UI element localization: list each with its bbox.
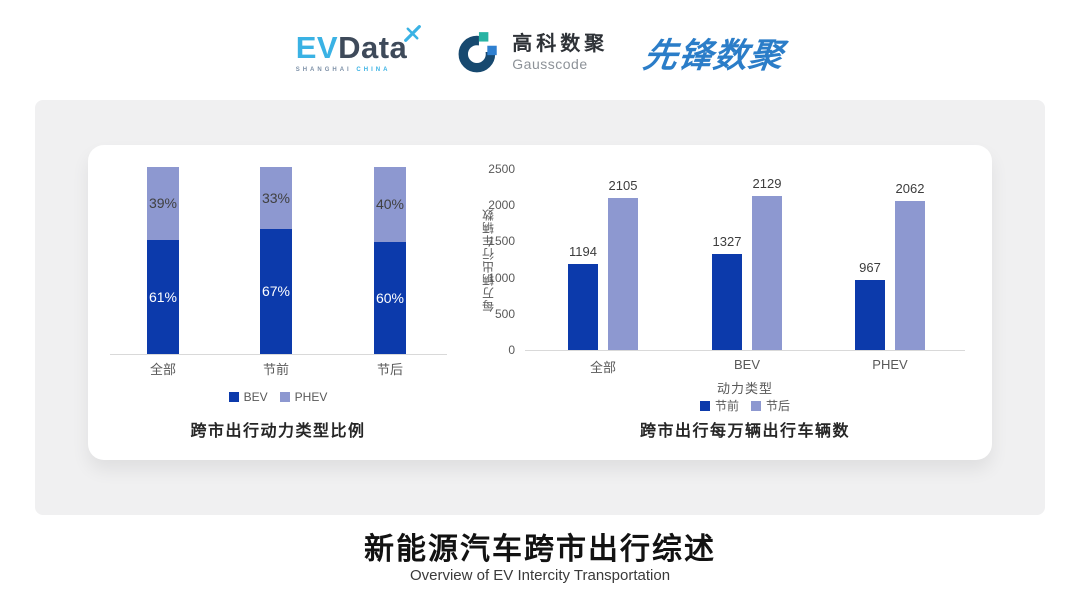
bar-value-label: 1327 — [712, 233, 742, 249]
phev-swatch — [279, 392, 290, 402]
bar-value-label: 967 — [859, 260, 881, 275]
gausscode-chinese: 高科数聚 — [512, 32, 609, 55]
gausscode-text: 高科数聚 Gausscode — [512, 33, 608, 72]
evdata-data-text: Data — [338, 29, 408, 65]
pre-holiday-swatch — [699, 400, 710, 411]
evdata-shanghai: SHANGHAI — [295, 66, 352, 73]
evdata-wordmark: EVData — [296, 32, 408, 63]
page-subtitle: Overview of EV Intercity Transportation — [409, 567, 671, 584]
x-category-labels: 全部 BEV PHEV — [525, 357, 965, 375]
bar-segment-bev: 61% — [147, 239, 179, 354]
bev-swatch — [228, 392, 239, 402]
y-tick-label: 2500 — [488, 162, 515, 176]
legend-right: 节前 节后 — [525, 397, 965, 414]
legend-left: BEV PHEV — [88, 390, 468, 404]
bar-value-label: 2129 — [752, 175, 782, 191]
bar-节前-全部 — [568, 263, 598, 350]
chart-vehicles-per-10k: 每万辆出行车辆数 0 500 1000 1500 2000 2500 1194 2105 132… — [468, 145, 992, 460]
y-tick-label: 1000 — [488, 270, 515, 285]
gray-panel: 61% 39% 67% 33% 60% 40% 全部 节前 节后 BEV PHEV 跨市出行动… — [35, 100, 1045, 515]
y-tick-label: 500 — [494, 306, 515, 321]
bar-segment-phev: 33% — [260, 167, 292, 229]
x-category-labels: 全部 节前 节后 — [110, 359, 447, 377]
bar-节前-BEV — [712, 253, 742, 350]
legend-item-post-holiday: 节后 — [751, 397, 790, 414]
sparkle-icon — [404, 24, 422, 42]
bar-节前-PHEV — [855, 280, 885, 350]
legend-label-phev: PHEV — [294, 390, 328, 404]
bar-segment-phev: 39% — [147, 167, 179, 240]
category-label: 全部 — [149, 362, 177, 377]
bar-value-label: 1194 — [569, 243, 597, 259]
category-label: 全部 — [589, 360, 617, 375]
bar-segment-phev: 40% — [374, 167, 406, 242]
y-tick-label: 0 — [508, 343, 515, 357]
legend-label-pre-holiday: 节前 — [714, 399, 739, 413]
bar-节后-PHEV — [895, 200, 925, 350]
page-title: 新能源汽车跨市出行综述 — [364, 533, 716, 566]
evdata-china: CHINA — [356, 66, 391, 73]
category-label: 节前 — [262, 362, 290, 377]
evdata-subtext: SHANGHAI CHINA — [296, 67, 408, 73]
legend-label-post-holiday: 节后 — [766, 399, 791, 413]
bar-value-label: 2105 — [608, 177, 638, 193]
header-logos: EVData SHANGHAI CHINA 高科数聚 Gausscode 先锋数… — [0, 18, 1080, 86]
category-label: BEV — [733, 357, 761, 372]
gausscode-g-icon — [458, 29, 504, 73]
bar-value-label: 2062 — [895, 180, 925, 196]
chart-title-left: 跨市出行动力类型比例 — [190, 423, 366, 440]
xianfeng-logo: 先锋数聚 — [641, 36, 787, 75]
chart-power-type-ratio: 61% 39% 67% 33% 60% 40% 全部 节前 节后 BEV PHEV 跨市出行动… — [88, 145, 468, 460]
post-holiday-swatch — [751, 400, 761, 411]
category-label: 节后 — [376, 362, 404, 377]
evdata-ev-text: EV — [295, 29, 339, 65]
grouped-bar-plot: 0 500 1000 1500 2000 2500 1194 2105 1327 2129 967 2… — [488, 162, 965, 357]
category-label: PHEV — [872, 357, 908, 372]
y-axis-title: 每万辆出行车辆数 — [481, 208, 496, 313]
bar-节后-全部 — [608, 197, 638, 350]
legend-item-pre-holiday: 节前 — [699, 397, 739, 414]
bar-节后-BEV — [752, 195, 782, 350]
stacked-bar-plot: 61% 39% 67% 33% 60% 40% — [110, 167, 447, 355]
x-axis-title: 动力类型 — [716, 381, 773, 396]
gausscode-english: Gausscode — [512, 55, 588, 72]
legend-item-bev: BEV — [228, 390, 268, 404]
y-tick-label: 1500 — [488, 234, 515, 249]
evdata-logo: EVData SHANGHAI CHINA — [296, 24, 422, 73]
bar-segment-bev: 67% — [260, 228, 292, 354]
chart-card: 61% 39% 67% 33% 60% 40% 全部 节前 节后 BEV PHEV 跨市出行动… — [88, 145, 992, 460]
chart-title-right: 跨市出行每万辆出行车辆数 — [639, 423, 850, 440]
gausscode-logo: 高科数聚 Gausscode — [457, 29, 608, 75]
bar-segment-bev: 60% — [374, 241, 406, 354]
y-tick-label: 2000 — [488, 198, 515, 213]
legend-label-bev: BEV — [243, 390, 268, 404]
legend-item-phev: PHEV — [279, 390, 328, 404]
